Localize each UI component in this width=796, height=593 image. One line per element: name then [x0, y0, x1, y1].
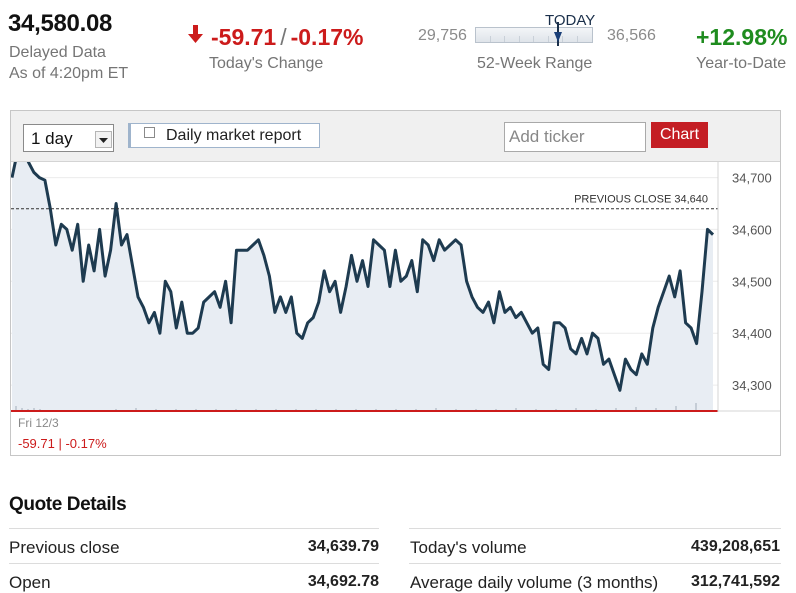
volume-bar [435, 408, 437, 411]
y-tick-label: 34,500 [732, 274, 772, 289]
daily-report-label[interactable]: Daily market report [166, 127, 302, 144]
as-of-time: As of 4:20pm ET [9, 65, 129, 82]
divider [409, 563, 781, 564]
todays-change-value: -59.71/-0.17% [188, 24, 363, 52]
volume-bar [695, 403, 697, 411]
volume-bar [615, 408, 617, 411]
volume-bar [515, 408, 517, 411]
chart-button[interactable]: Chart [651, 122, 708, 148]
y-axis-labels: 34,300 34,400 34,500 34,600 34,700 [732, 171, 772, 394]
volume-bar [21, 408, 23, 411]
previous-close-label: PREVIOUS CLOSE 34,640 [574, 194, 708, 206]
volume-bar [33, 408, 35, 411]
range-high-value: 36,566 [607, 27, 656, 44]
down-arrow-icon [188, 22, 203, 49]
change-percent: -0.17% [290, 24, 364, 50]
range-bar-ticks [490, 36, 578, 42]
period-select-value[interactable]: 1 day [31, 129, 73, 148]
volume-bar [575, 408, 577, 411]
todays-volume-value: 439,208,651 [691, 538, 780, 555]
previous-close-value: 34,639.79 [307, 538, 379, 555]
todays-change-label: Today's Change [209, 55, 324, 72]
range-bar [475, 27, 593, 43]
daily-report-toggle[interactable] [128, 123, 320, 148]
range-label: 52-Week Range [477, 55, 593, 72]
divider [409, 528, 781, 529]
open-value: 34,692.78 [307, 573, 379, 590]
volume-bar [655, 408, 657, 411]
delayed-data-label: Delayed Data [9, 44, 106, 61]
ytd-label: Year-to-Date [696, 55, 787, 72]
add-ticker-input[interactable] [504, 122, 646, 152]
chart-date: Fri 12/3 [18, 416, 59, 430]
price-area [12, 162, 713, 411]
y-tick-label: 34,300 [732, 378, 772, 393]
volume-bar [15, 406, 17, 411]
volume-bar [635, 407, 637, 411]
range-low-value: 29,756 [418, 27, 467, 44]
daily-report-checkbox[interactable] [144, 127, 155, 138]
y-tick-label: 34,400 [732, 326, 772, 341]
todays-volume-label: Today's volume [410, 538, 527, 557]
y-tick-label: 34,700 [732, 171, 772, 186]
volume-bar [135, 408, 137, 411]
change-points: -59.71 [211, 24, 277, 50]
ytd-value: +12.98% [696, 24, 788, 50]
intraday-chart: PREVIOUS CLOSE 34,640 34,300 34,400 34,500… [11, 162, 780, 412]
average-volume-label: Average daily volume (3 months) [410, 573, 659, 592]
quote-details-title: Quote Details [9, 494, 127, 515]
chart-change: -59.71 | -0.17% [18, 436, 107, 451]
price-line [11, 162, 715, 392]
change-separator: / [280, 24, 287, 50]
divider [9, 528, 379, 529]
volume-bar [675, 406, 677, 411]
divider [9, 563, 379, 564]
previous-close-label-detail: Previous close [9, 538, 120, 557]
average-volume-value: 312,741,592 [691, 573, 780, 590]
y-tick-label: 34,600 [732, 222, 772, 237]
index-price: 34,580.08 [8, 10, 113, 37]
range-marker-icon [553, 22, 563, 51]
chevron-down-icon[interactable] [95, 131, 112, 148]
open-label: Open [9, 573, 51, 592]
